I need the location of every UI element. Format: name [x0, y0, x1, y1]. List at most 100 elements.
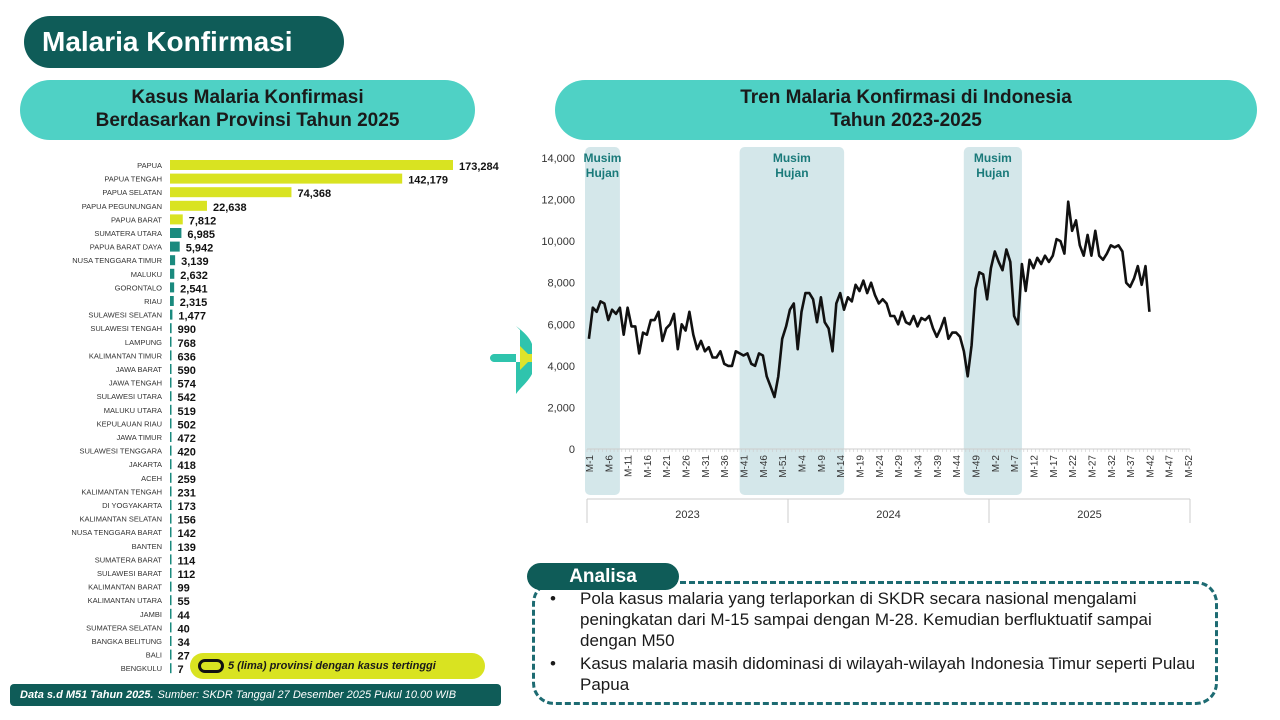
province-value-label: 7 — [178, 664, 184, 676]
province-label: SULAWESI UTARA — [97, 392, 162, 401]
province-bar — [170, 214, 183, 225]
province-bar — [170, 364, 172, 374]
bar-chart-title: Kasus Malaria Konfirmasi Berdasarkan Pro… — [20, 80, 475, 140]
province-value-label: 420 — [178, 447, 196, 459]
province-bar — [170, 228, 182, 238]
province-label: BENGKULU — [121, 664, 162, 673]
year-label: 2024 — [876, 509, 900, 521]
bullet-icon: • — [550, 654, 556, 673]
y-tick-label: 4,000 — [547, 361, 575, 373]
rainy-season-label: Hujan — [586, 166, 619, 180]
province-bar — [170, 323, 172, 334]
province-value-label: 519 — [178, 406, 196, 418]
province-label: PAPUA BARAT — [111, 215, 162, 224]
province-bar — [170, 255, 176, 266]
province-bar — [170, 595, 172, 606]
province-value-label: 156 — [178, 515, 196, 527]
bar-chart-title-line2: Berdasarkan Provinsi Tahun 2025 — [95, 110, 400, 131]
province-value-label: 472 — [178, 433, 196, 445]
province-label: KALIMANTAN TENGAH — [81, 487, 162, 496]
line-chart-title-line1: Tren Malaria Konfirmasi di Indonesia — [740, 87, 1072, 109]
x-tick-label: M-2 — [991, 455, 1002, 473]
x-tick-label: M-41 — [740, 455, 751, 478]
province-value-label: 40 — [178, 623, 190, 635]
province-value-label: 1,477 — [178, 311, 206, 323]
province-value-label: 2,632 — [180, 270, 208, 282]
rainy-season-label: Musim — [974, 151, 1012, 165]
province-bar — [170, 418, 172, 429]
x-tick-label: M-26 — [682, 455, 693, 478]
rainy-season-label: Musim — [773, 151, 811, 165]
province-value-label: 114 — [178, 555, 197, 567]
province-label: MALUKU UTARA — [104, 406, 162, 415]
province-bar — [170, 568, 172, 578]
x-tick-label: M-12 — [1029, 455, 1040, 478]
analysis-box — [532, 581, 1218, 705]
bar-chart-title-line1: Kasus Malaria Konfirmasi — [131, 87, 364, 109]
province-value-label: 44 — [178, 610, 191, 622]
x-tick-label: M-39 — [933, 455, 944, 478]
province-bar — [170, 336, 172, 347]
province-bar — [170, 513, 172, 524]
province-value-label: 6,985 — [187, 229, 215, 241]
province-bar — [170, 581, 172, 592]
province-value-label: 139 — [178, 542, 196, 554]
y-tick-label: 10,000 — [541, 236, 575, 248]
province-bar — [170, 486, 172, 497]
analysis-label: Analisa — [527, 563, 679, 590]
province-value-label: 574 — [178, 379, 197, 391]
province-label: KALIMANTAN UTARA — [88, 596, 162, 605]
province-value-label: 173,284 — [459, 161, 500, 173]
province-bar — [170, 350, 172, 361]
province-label: PAPUA BARAT DAYA — [90, 243, 162, 252]
province-bar — [170, 268, 175, 279]
province-bar — [170, 296, 174, 306]
x-tick-label: M-9 — [817, 455, 828, 473]
province-value-label: 142 — [178, 528, 196, 540]
page-title: Malaria Konfirmasi — [24, 16, 344, 68]
top5-legend: 5 (lima) provinsi dengan kasus tertinggi — [190, 653, 485, 679]
source-data-cutoff: Data s.d M51 Tahun 2025. — [20, 689, 154, 701]
province-bar — [170, 187, 292, 198]
x-tick-label: M-44 — [952, 455, 963, 478]
province-value-label: 27 — [178, 651, 190, 663]
province-value-label: 768 — [178, 338, 196, 350]
province-value-label: 5,942 — [186, 243, 214, 255]
line-chart-title-line2: Tahun 2023-2025 — [830, 110, 982, 131]
province-bar — [170, 404, 172, 415]
analysis-item: • Kasus malaria masih didominasi di wilay… — [548, 653, 1208, 695]
province-bar — [170, 500, 172, 510]
province-label: SUMATERA UTARA — [94, 229, 162, 238]
province-label: JAKARTA — [129, 460, 162, 469]
x-tick-label: M-49 — [971, 455, 982, 478]
x-tick-label: M-24 — [875, 455, 886, 478]
x-tick-label: M-42 — [1145, 455, 1156, 478]
province-label: LAMPUNG — [125, 338, 162, 347]
y-tick-label: 12,000 — [541, 195, 575, 207]
province-bar — [170, 527, 172, 538]
y-tick-label: 6,000 — [547, 319, 575, 331]
province-label: SUMATERA BARAT — [95, 555, 163, 564]
province-label: SULAWESI TENGGARA — [79, 447, 162, 456]
rainy-season-label: Hujan — [976, 166, 1009, 180]
province-label: PAPUA TENGAH — [104, 175, 162, 184]
province-label: PAPUA PEGUNUNGAN — [82, 202, 162, 211]
province-bar — [170, 377, 172, 388]
province-label: JAWA TENGAH — [109, 379, 162, 388]
province-label: KEPULAUAN RIAU — [97, 419, 162, 428]
province-value-label: 7,812 — [189, 215, 217, 227]
province-label: JAMBI — [140, 610, 162, 619]
x-tick-label: M-51 — [778, 455, 789, 478]
province-value-label: 2,541 — [180, 283, 208, 295]
x-tick-label: M-36 — [720, 455, 731, 478]
x-tick-label: M-47 — [1165, 455, 1176, 478]
province-bar — [170, 459, 172, 470]
province-bar — [170, 391, 172, 402]
province-bar — [170, 432, 172, 442]
province-bar — [170, 200, 207, 211]
province-value-label: 590 — [178, 365, 196, 377]
y-tick-label: 0 — [569, 444, 575, 456]
province-label: PAPUA SELATAN — [102, 188, 162, 197]
x-tick-label: M-31 — [701, 455, 712, 478]
bullet-icon: • — [550, 589, 556, 608]
